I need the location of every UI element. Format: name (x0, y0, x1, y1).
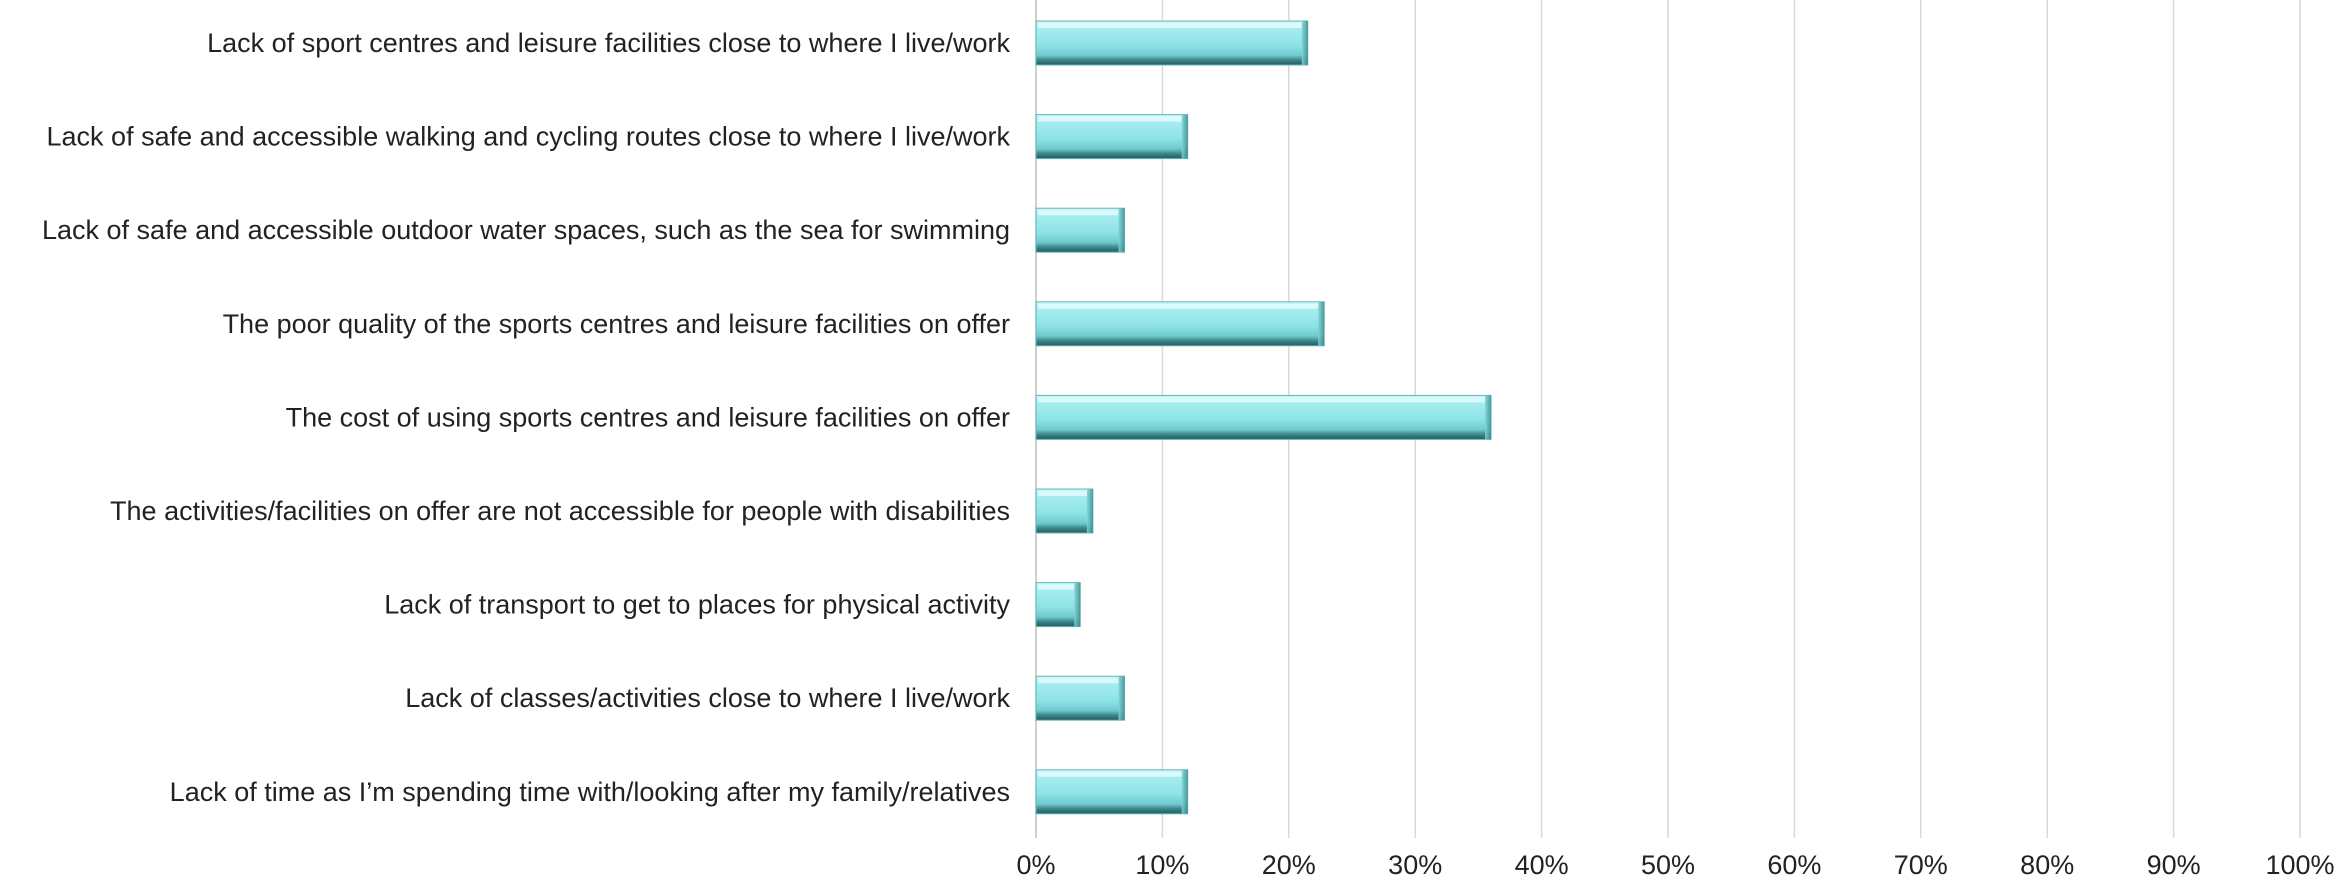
category-label: Lack of classes/activities close to wher… (405, 683, 1010, 713)
x-tick-label: 70% (1894, 850, 1948, 880)
bar (1035, 20, 1309, 66)
category-label: The activities/facilities on offer are n… (110, 496, 1010, 526)
category-label: Lack of time as I’m spending time with/l… (170, 777, 1010, 807)
category-label: Lack of safe and accessible walking and … (47, 122, 1011, 152)
bar (1035, 207, 1125, 253)
x-tick-label: 80% (2020, 850, 2074, 880)
bar (1035, 488, 1094, 534)
category-label: Lack of sport centres and leisure facili… (207, 28, 1010, 58)
x-tick-label: 100% (2265, 850, 2334, 880)
x-tick-label: 20% (1262, 850, 1316, 880)
category-label: The cost of using sports centres and lei… (286, 402, 1010, 432)
bar (1035, 582, 1081, 628)
x-axis-tick-labels: 0% 10% 20% 30% 40% 50% 60% 70% 80% 90% 100% (1016, 850, 2334, 880)
x-tick-label: 0% (1016, 850, 1055, 880)
bar (1035, 394, 1492, 440)
x-tick-label: 60% (1767, 850, 1821, 880)
x-tick-label: 50% (1641, 850, 1695, 880)
bar (1035, 301, 1325, 347)
x-tick-label: 40% (1515, 850, 1569, 880)
x-tick-label: 90% (2147, 850, 2201, 880)
category-label: The poor quality of the sports centres a… (223, 309, 1010, 339)
bars (1035, 20, 1492, 815)
x-tick-label: 30% (1388, 850, 1442, 880)
x-tick-label: 10% (1135, 850, 1189, 880)
category-label: Lack of safe and accessible outdoor wate… (42, 215, 1010, 245)
category-label: Lack of transport to get to places for p… (384, 590, 1010, 620)
bar (1035, 769, 1189, 815)
bar (1035, 675, 1125, 721)
bar (1035, 114, 1189, 160)
category-labels: Lack of sport centres and leisure facili… (42, 28, 1010, 807)
